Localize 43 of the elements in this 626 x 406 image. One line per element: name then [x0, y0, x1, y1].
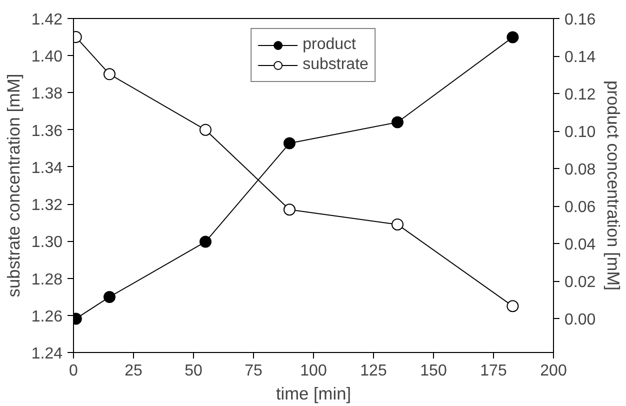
x-tick-label: 0: [69, 362, 78, 380]
x-tick-label: 50: [184, 362, 202, 380]
legend-label: product: [302, 36, 356, 54]
point: [506, 31, 519, 44]
point: [392, 218, 404, 230]
y2-tick-label: 0.06: [564, 199, 596, 216]
y-tick-label: 1.34: [31, 160, 63, 177]
point: [392, 116, 404, 128]
y2-tick-label: 0.14: [564, 49, 596, 66]
point: [284, 137, 296, 150]
y-tick-label: 1.38: [31, 86, 63, 103]
y-tick-label: 1.40: [31, 48, 63, 66]
x-tick-label: 200: [540, 362, 567, 380]
y2-tick-label: 0.12: [564, 86, 596, 104]
x-tick-label: 125: [360, 362, 387, 380]
y2-tick-label: 0.10: [564, 124, 596, 142]
point: [104, 68, 116, 80]
y-tick-label: 1.26: [31, 308, 63, 326]
y-tick-label: 1.24: [31, 346, 63, 362]
x-tick-label: 100: [300, 362, 327, 380]
x-tick-label: 150: [420, 362, 447, 380]
point: [200, 236, 212, 248]
x-axis-title: time [min]: [276, 384, 352, 404]
y-tick-label: 1.42: [31, 12, 63, 28]
y-axis-title: substrate concentration [mM]: [3, 74, 24, 298]
point: [284, 204, 296, 216]
y2-tick-label: 0.04: [564, 236, 596, 254]
y2-tick-label: 0.02: [564, 274, 596, 292]
y2-tick-label: 0.08: [564, 162, 596, 179]
legend-label: substrate: [302, 56, 368, 74]
point: [506, 300, 519, 312]
x-tick-label: 75: [244, 362, 262, 380]
y-tick-label: 1.30: [31, 234, 63, 252]
x-tick-label: 25: [124, 362, 142, 380]
y2-axis-title: product concentration [mM]: [604, 80, 624, 290]
x-tick-label: 175: [480, 362, 507, 380]
point: [104, 290, 116, 303]
y2-tick-label: 0.16: [564, 12, 596, 28]
y-tick-label: 1.36: [31, 122, 63, 140]
y2-tick-label: 0.00: [564, 312, 596, 329]
y-tick-label: 1.28: [31, 271, 63, 288]
y-tick-label: 1.32: [31, 197, 63, 214]
point: [200, 124, 212, 136]
